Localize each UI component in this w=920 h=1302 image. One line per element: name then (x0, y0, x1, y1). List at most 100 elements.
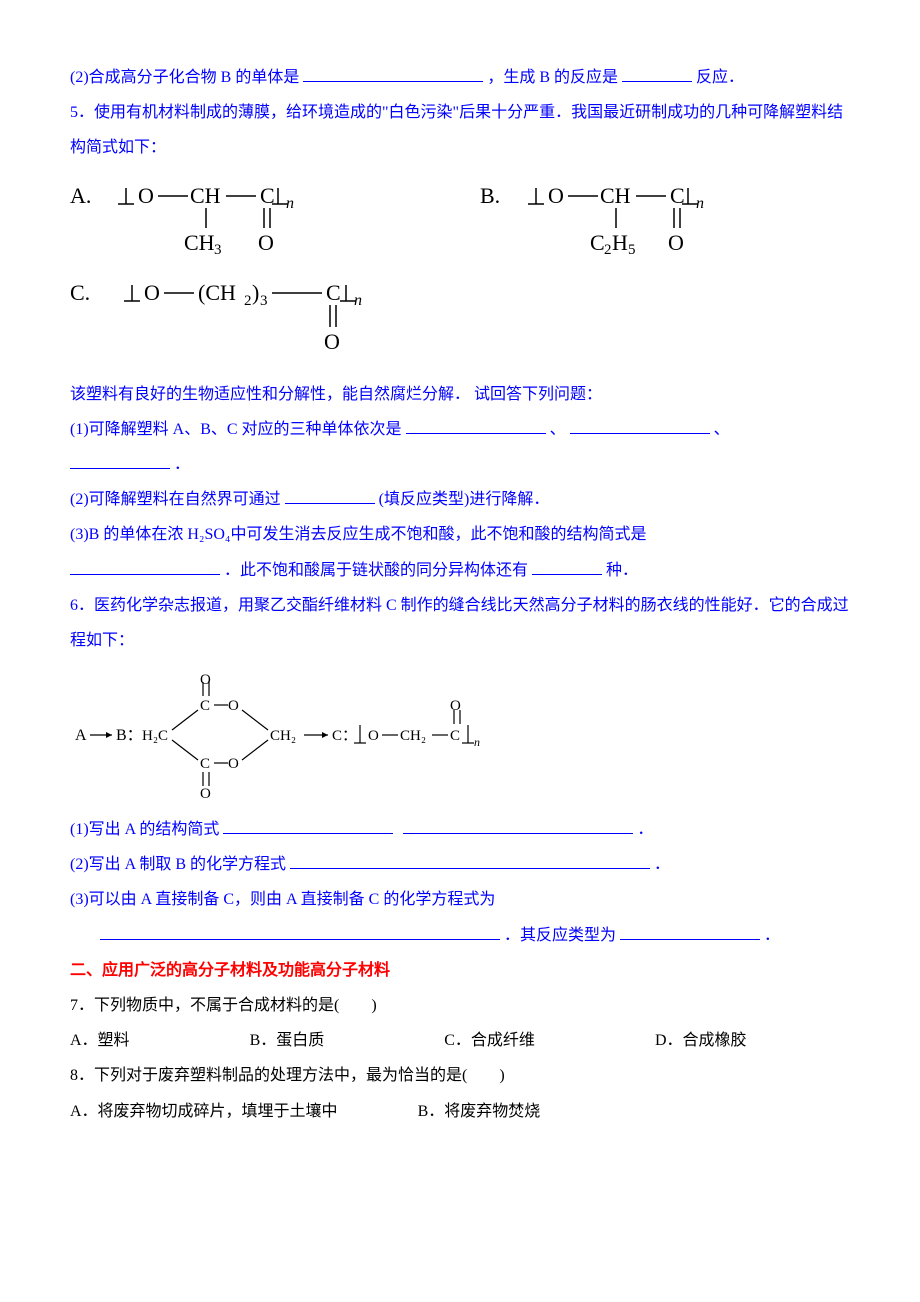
q5-structure-c-wrap: C. O (CH 2 ) 3 C n O (70, 275, 850, 365)
q6-lead: 6．医药化学杂志报道，用聚乙交酯纤维材料 C 制作的缝合线比天然高分子材料的肠衣… (70, 588, 850, 658)
q5-p3: (3)B 的单体在浓 H₂SO₄中可发生消去反应生成不饱和酸，此不饱和酸的结构简… (70, 517, 850, 552)
svg-text:3: 3 (260, 293, 268, 309)
q5-p3-blank1[interactable] (70, 555, 220, 574)
q2-line: (2)合成高分子化合物 B 的单体是 ，生成 B 的反应是 反应． (70, 60, 850, 95)
svg-text:O: O (228, 756, 239, 772)
q6-p1-a: (1)写出 A 的结构简式 (70, 821, 219, 838)
q8-opt-a[interactable]: A．将废弃物切成碎片，填埋于土壤中 (70, 1094, 338, 1129)
q5-p1-blank3[interactable] (70, 450, 170, 469)
svg-text:O: O (324, 329, 340, 354)
svg-text:C: C (590, 230, 605, 255)
q5-p3-c: 种． (606, 562, 638, 579)
svg-text:O: O (200, 786, 211, 800)
q5-p1-sep2: 、 (714, 421, 730, 438)
q5-p3-blank2[interactable] (532, 555, 602, 574)
q6-p1-blank1[interactable] (223, 815, 393, 834)
q2-blank2[interactable] (622, 63, 692, 82)
svg-text:C: C (326, 280, 341, 305)
svg-text:O: O (144, 280, 160, 305)
structure-c: C. O (CH 2 ) 3 C n O (70, 275, 430, 365)
section-heading: 二、应用广泛的高分子材料及功能高分子材料 (70, 953, 850, 988)
q6-p2-a: (2)写出 A 制取 B 的化学方程式 (70, 856, 286, 873)
q6-p3-blank1[interactable] (100, 920, 500, 939)
q7-options: A．塑料 B．蛋白质 C．合成纤维 D．合成橡胶 (70, 1023, 850, 1058)
q8-options: A．将废弃物切成碎片，填埋于土壤中 B．将废弃物焚烧 (70, 1094, 850, 1129)
q5-p2: (2)可降解塑料在自然界可通过 (填反应类型)进行降解． (70, 482, 850, 517)
q2-text-c: 反应． (696, 69, 744, 86)
q5-lead: 5．使用有机材料制成的薄膜，给环境造成的"白色污染"后果十分严重．我国最近研制成… (70, 95, 850, 165)
q8-opt-b[interactable]: B．将废弃物焚烧 (418, 1094, 541, 1129)
q8-stem: 8．下列对于废弃塑料制品的处理方法中，最为恰当的是( ) (70, 1058, 850, 1093)
svg-text:n: n (354, 292, 362, 309)
structure-a: A. O CH C n CH 3 O (70, 178, 330, 263)
q5-p2-a: (2)可降解塑料在自然界可通过 (70, 491, 281, 508)
reaction-diagram: A B： H₂C C O O C O O CH₂ C： O CH₂ (70, 670, 500, 800)
q6-p3-tail: ． (764, 927, 780, 944)
q6-reaction: A B： H₂C C O O C O O CH₂ C： O CH₂ (70, 670, 850, 800)
q5-p1-blank1[interactable] (406, 415, 546, 434)
svg-text:C: C (450, 728, 460, 744)
svg-text:O: O (258, 230, 274, 255)
q5-p3-b: ．此不饱和酸属于链状酸的同分异构体还有 (224, 562, 528, 579)
q7-opt-d[interactable]: D．合成橡胶 (655, 1023, 747, 1058)
q7-opt-a[interactable]: A．塑料 (70, 1023, 130, 1058)
svg-text:n: n (696, 195, 704, 212)
svg-text:O: O (668, 230, 684, 255)
svg-text:C.: C. (70, 280, 90, 305)
q6-p3-b: ．其反应类型为 (504, 927, 616, 944)
q7-stem: 7．下列物质中，不属于合成材料的是( ) (70, 988, 850, 1023)
q5-p1-t: (1)可降解塑料 A、B、C 对应的三种单体依次是 (70, 421, 402, 438)
q5-p1-sep1: 、 (550, 421, 566, 438)
q2-text-a: (2)合成高分子化合物 B 的单体是 (70, 69, 299, 86)
q6-p3-blank2[interactable] (620, 920, 760, 939)
q5-p3b: ．此不饱和酸属于链状酸的同分异构体还有 种． (70, 553, 850, 588)
q6-p3a: (3)可以由 A 直接制备 C，则由 A 直接制备 C 的化学方程式为 (70, 882, 850, 917)
q5-p1-blank2[interactable] (570, 415, 710, 434)
q5-mid: 该塑料有良好的生物适应性和分解性，能自然腐烂分解． 试回答下列问题： (70, 377, 850, 412)
svg-text:(CH: (CH (198, 280, 236, 305)
svg-text:O: O (228, 698, 239, 714)
svg-text:CH: CH (600, 183, 631, 208)
svg-text:O: O (548, 183, 564, 208)
q6-p3b: ．其反应类型为 ． (70, 918, 850, 953)
q5-p1: (1)可降解塑料 A、B、C 对应的三种单体依次是 、 、 (70, 412, 850, 447)
svg-text:C: C (200, 698, 210, 714)
svg-text:O: O (138, 183, 154, 208)
svg-text:B.: B. (480, 183, 500, 208)
q2-text-b: ，生成 B 的反应是 (487, 69, 618, 86)
svg-text:5: 5 (628, 242, 636, 258)
q5-p1-tail: ． (174, 456, 190, 473)
svg-text:CH: CH (190, 183, 221, 208)
q6-p1-tail: ． (637, 821, 653, 838)
svg-text:B：: B： (116, 727, 143, 744)
svg-text:O: O (450, 698, 461, 714)
svg-text:H: H (612, 230, 628, 255)
svg-text:2: 2 (244, 293, 252, 309)
svg-text:A.: A. (70, 183, 91, 208)
svg-text:A: A (75, 727, 87, 744)
q6-p1: (1)写出 A 的结构简式 ． (70, 812, 850, 847)
svg-text:CH₂: CH₂ (270, 728, 296, 744)
q5-p2-b: (填反应类型)进行降解． (379, 491, 550, 508)
q6-p2-tail: ． (654, 856, 670, 873)
q5-p3-a: (3)B 的单体在浓 H₂SO₄中可发生消去反应生成不饱和酸，此不饱和酸的结构简… (70, 526, 647, 543)
svg-text:n: n (286, 195, 294, 212)
svg-text:): ) (252, 280, 259, 305)
q6-p2-blank[interactable] (290, 850, 650, 869)
q2-blank1[interactable] (303, 63, 483, 82)
structure-b: B. O CH C n C 2 H 5 O (480, 178, 760, 263)
q6-p1-blank2[interactable] (403, 815, 633, 834)
svg-text:H₂C: H₂C (142, 728, 168, 744)
q7-opt-b[interactable]: B．蛋白质 (250, 1023, 325, 1058)
svg-text:C：: C： (332, 728, 357, 744)
q6-p2: (2)写出 A 制取 B 的化学方程式 ． (70, 847, 850, 882)
q5-p1-cont: ． (70, 447, 850, 482)
q5-structures-ab: A. O CH C n CH 3 O B. O CH C (70, 178, 850, 263)
q5-p2-blank[interactable] (285, 485, 375, 504)
q7-opt-c[interactable]: C．合成纤维 (444, 1023, 535, 1058)
svg-text:C: C (200, 756, 210, 772)
svg-text:3: 3 (214, 242, 222, 258)
svg-text:CH₂: CH₂ (400, 728, 426, 744)
svg-text:2: 2 (604, 242, 612, 258)
svg-text:n: n (474, 735, 480, 749)
